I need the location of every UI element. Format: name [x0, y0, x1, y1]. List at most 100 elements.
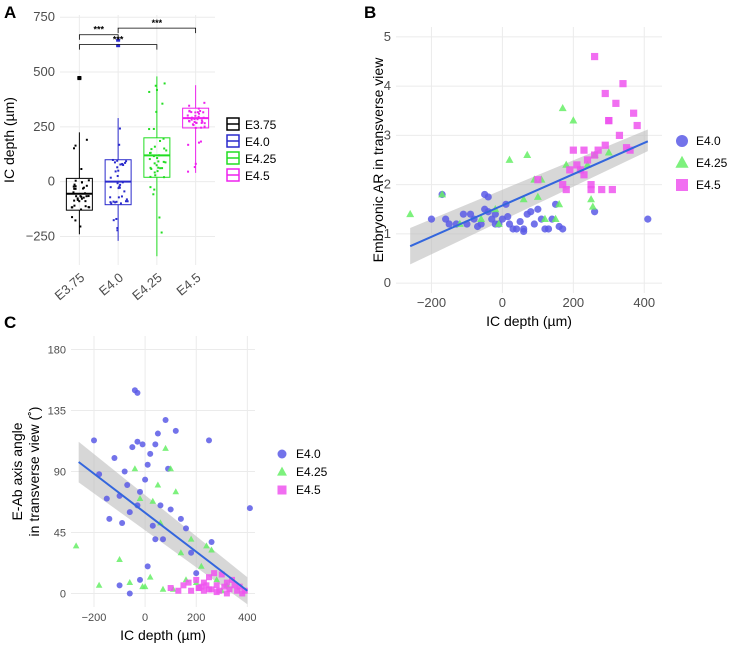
data-point-triangle: [588, 202, 597, 210]
legend-label: E3.75: [245, 118, 277, 132]
jitter-point: [74, 187, 77, 190]
jitter-point: [112, 219, 115, 222]
data-point-circle: [172, 427, 179, 434]
data-point-square: [534, 176, 542, 184]
jitter-point: [116, 175, 119, 178]
jitter-point: [118, 143, 121, 146]
data-point-square: [580, 146, 588, 154]
x-tick-label: 200: [187, 612, 205, 624]
jitter-point: [193, 118, 196, 121]
jitter-point: [154, 174, 157, 177]
data-point-triangle: [208, 546, 215, 553]
jitter-point: [70, 206, 73, 209]
jitter-point: [164, 161, 167, 164]
data-point-circle: [149, 522, 156, 529]
jitter-point: [113, 161, 116, 164]
y-tick-label: 90: [54, 467, 66, 479]
jitter-point: [76, 198, 79, 201]
jitter-point: [203, 101, 206, 104]
jitter-point: [118, 186, 121, 189]
jitter-point: [119, 183, 122, 186]
data-point-circle: [147, 450, 154, 457]
jitter-point: [158, 216, 161, 219]
outlier-point: [77, 77, 82, 81]
jitter-point: [195, 121, 198, 124]
data-point-circle: [644, 215, 652, 223]
jitter-point: [125, 198, 128, 201]
data-point-circle: [124, 482, 131, 489]
data-point-circle: [445, 220, 453, 228]
x-tick-label: 200: [562, 295, 584, 310]
data-point-square: [241, 587, 248, 594]
data-point-triangle: [523, 150, 532, 158]
data-point-triangle: [139, 583, 146, 590]
jitter-point: [80, 181, 83, 184]
x-tick-label: 400: [633, 295, 655, 310]
data-point-triangle: [477, 214, 486, 222]
jitter-point: [112, 200, 115, 203]
jitter-point: [74, 219, 77, 222]
data-point-square: [213, 589, 220, 596]
data-point-square: [615, 131, 624, 139]
jitter-point: [80, 208, 83, 211]
jitter-point: [72, 185, 75, 188]
data-point-triangle: [604, 148, 613, 156]
data-point-circle: [534, 205, 542, 213]
jitter-point: [109, 186, 112, 189]
data-point-triangle: [675, 155, 689, 168]
y-tick-label: 5: [384, 29, 391, 44]
data-point-square: [630, 109, 638, 117]
jitter-point: [153, 162, 156, 165]
data-point-triangle: [519, 195, 528, 203]
jitter-point: [153, 171, 156, 174]
data-point-circle: [484, 193, 492, 201]
data-point-square: [223, 579, 230, 586]
x-axis-title: IC depth (µm): [486, 313, 572, 329]
data-point-circle: [139, 441, 146, 448]
y-axis-title: Embryonic AR in transverse view: [370, 57, 386, 263]
data-point-triangle: [187, 535, 195, 542]
data-point-circle: [142, 476, 149, 483]
jitter-point: [162, 137, 165, 140]
data-point-circle: [459, 210, 467, 218]
jitter-point: [88, 206, 91, 209]
jitter-point: [193, 166, 196, 169]
y-tick-label: 135: [48, 406, 66, 418]
jitter-point: [160, 231, 163, 234]
data-point-square: [598, 185, 606, 194]
jitter-point: [149, 166, 152, 169]
jitter-point: [187, 170, 190, 173]
y-tick-label: 4: [384, 78, 391, 93]
jitter-point: [186, 114, 189, 117]
jitter-point: [121, 162, 124, 165]
data-point-circle: [126, 509, 133, 516]
data-point-square: [562, 185, 570, 194]
data-point-triangle: [172, 488, 180, 495]
data-point-circle: [206, 437, 212, 444]
data-point-circle: [152, 536, 159, 543]
jitter-point: [149, 186, 152, 189]
jitter-point: [117, 187, 120, 190]
data-point-circle: [559, 225, 567, 233]
data-point-circle: [544, 225, 553, 233]
jitter-point: [153, 145, 156, 148]
data-point-circle: [91, 437, 97, 444]
significance-label: ***: [93, 25, 104, 35]
x-tick-label: 0: [499, 295, 506, 310]
data-point-triangle: [551, 214, 560, 222]
legend-label: E4.5: [296, 483, 321, 497]
data-point-square: [234, 587, 241, 594]
legend-label: E4.25: [296, 465, 328, 479]
jitter-point: [201, 120, 204, 123]
y-axis-title-line: in transverse view (˚): [26, 407, 42, 537]
jitter-point: [156, 157, 159, 160]
jitter-point: [73, 199, 76, 202]
jitter-point: [80, 195, 83, 198]
legend-label: E4.25: [696, 156, 728, 170]
data-point-circle: [208, 538, 215, 545]
jitter-point: [157, 166, 160, 169]
jitter-point: [153, 188, 156, 191]
data-point-square: [591, 52, 599, 61]
